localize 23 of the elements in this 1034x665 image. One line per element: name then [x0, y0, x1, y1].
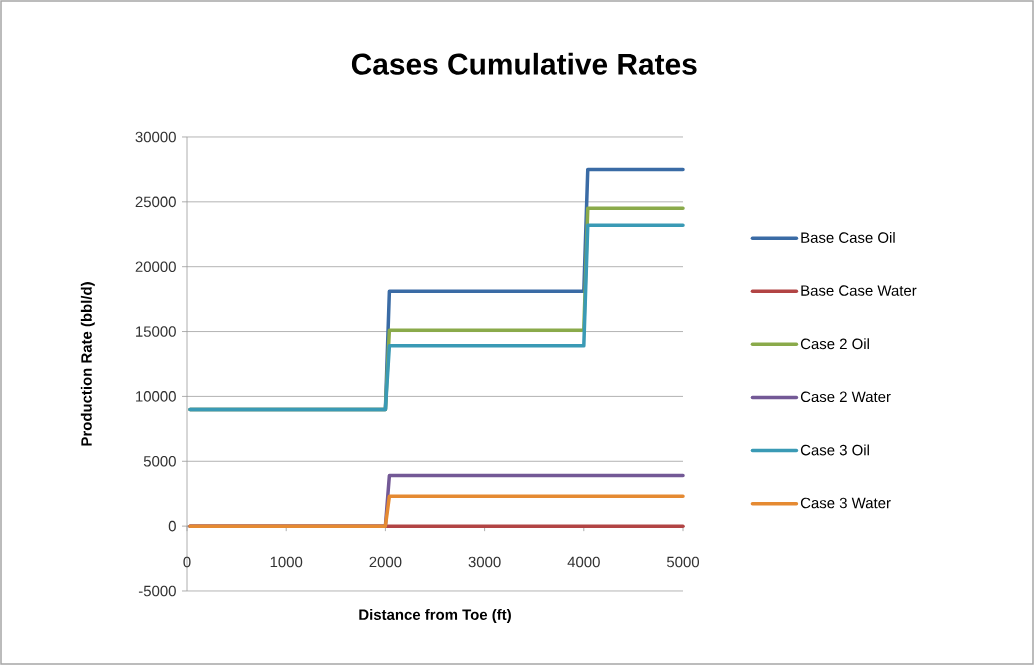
x-tick-label: 5000: [666, 556, 700, 568]
y-tick-label: 25000: [135, 196, 176, 208]
legend-label: Case 3 Water: [800, 497, 891, 509]
legend-label: Base Case Oil: [801, 231, 895, 243]
y-tick-label: 15000: [136, 326, 176, 337]
x-tick-label: 4000: [567, 556, 600, 568]
x-tick-label: 1000: [270, 556, 303, 568]
y-tick-label: 30000: [135, 131, 176, 143]
y-axis-title: Production Rate (bbl/d): [80, 282, 95, 446]
y-tick-label: 20000: [135, 261, 176, 272]
x-tick-label: 0: [183, 556, 191, 568]
legend-label: Base Case Water: [801, 285, 917, 296]
x-tick-label: 3000: [468, 556, 501, 568]
legend-label: Case 2 Water: [800, 391, 891, 403]
y-tick-label: -5000: [138, 585, 176, 597]
legend-label: Case 3 Oil: [800, 444, 869, 456]
legend-label: Case 2 Oil: [800, 338, 869, 350]
chart-title: Cases Cumulative Rates: [351, 52, 697, 75]
x-axis-title: Distance from Toe (ft): [359, 608, 511, 623]
y-tick-label: 10000: [136, 391, 176, 402]
y-tick-label: 5000: [143, 455, 176, 467]
y-tick-label: 0: [168, 520, 176, 532]
x-tick-label: 2000: [369, 556, 402, 568]
